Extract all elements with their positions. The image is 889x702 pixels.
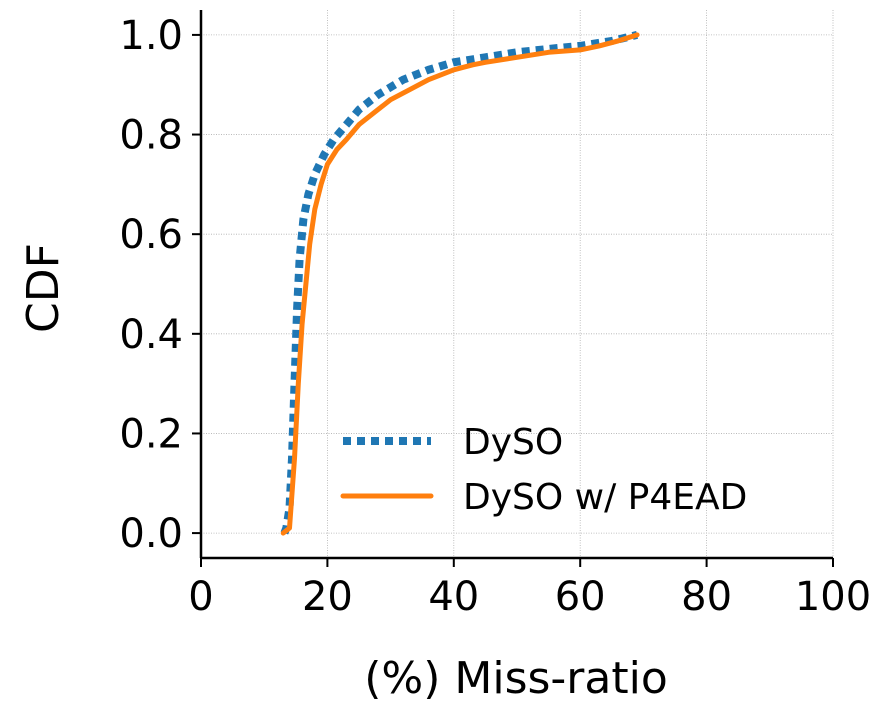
axis-ticks: 0 20 40 60 80 100 0.0 0.2 0.4 0.6 0.8 1.0: [119, 13, 871, 620]
x-tick-label: 40: [428, 574, 479, 620]
y-tick-label: 1.0: [119, 13, 183, 59]
x-axis-title: (%) Miss-ratio: [364, 653, 668, 702]
axis-spines: [199, 10, 833, 560]
y-tick-label: 0.4: [119, 312, 183, 358]
series-line-2: [280, 32, 640, 536]
y-tick-label: 0.0: [119, 511, 183, 557]
y-axis-title: CDF: [18, 243, 69, 333]
x-tick-label: 60: [555, 574, 606, 620]
legend-label-1: DySΟ: [463, 422, 563, 463]
x-tick-label: 80: [681, 574, 732, 620]
y-tick-label: 0.6: [119, 212, 183, 258]
y-tick-label: 0.8: [119, 113, 183, 159]
legend-label-2: DySΟ w/ P4EAD: [463, 477, 747, 518]
x-tick-label: 100: [795, 574, 871, 620]
series-line-1: [280, 31, 639, 535]
grid: [200, 10, 834, 558]
x-tick-label: 20: [302, 574, 353, 620]
series-lines: [280, 31, 640, 536]
legend: DySΟ DySΟ w/ P4EAD: [340, 422, 747, 518]
x-tick-label: 0: [188, 574, 213, 620]
y-tick-label: 0.2: [119, 411, 183, 457]
